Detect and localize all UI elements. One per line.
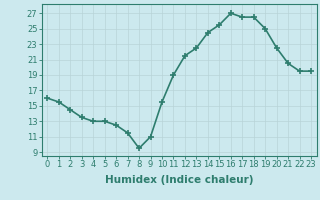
- X-axis label: Humidex (Indice chaleur): Humidex (Indice chaleur): [105, 175, 253, 185]
